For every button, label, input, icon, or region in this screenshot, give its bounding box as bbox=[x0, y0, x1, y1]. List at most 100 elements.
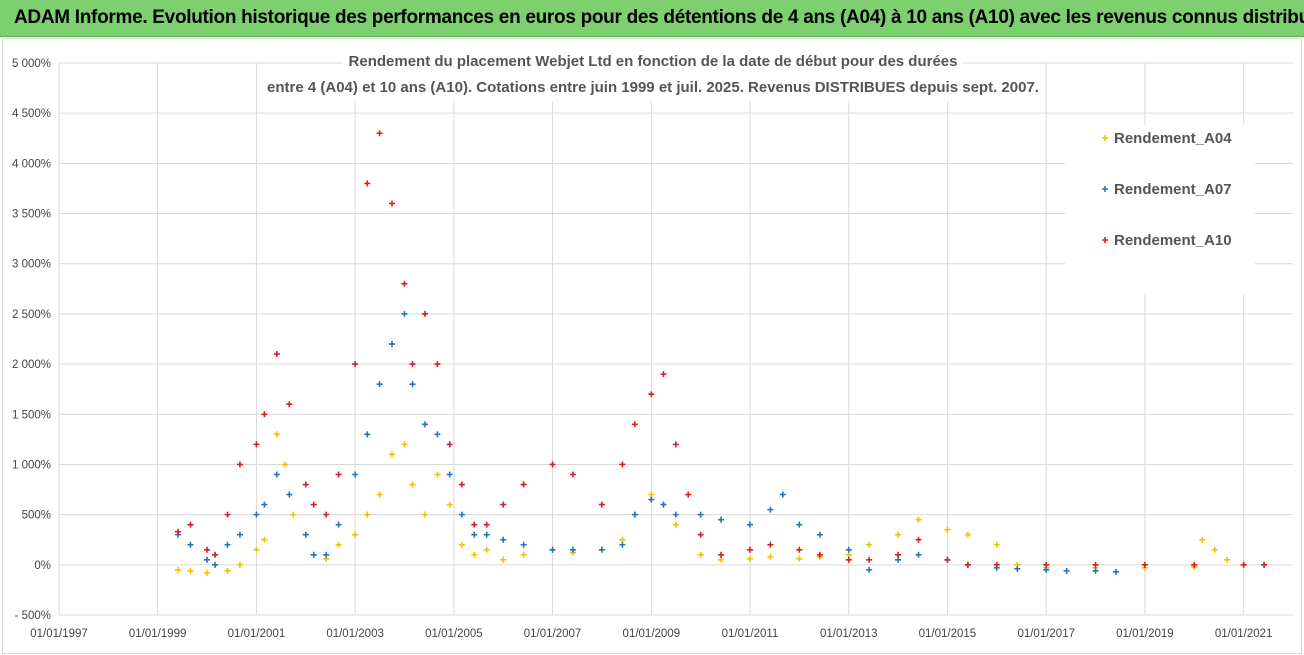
x-tick-label: 01/01/2003 bbox=[326, 628, 384, 640]
data-point bbox=[767, 553, 774, 560]
data-point bbox=[376, 381, 383, 388]
data-point bbox=[866, 566, 873, 573]
data-point bbox=[471, 551, 478, 558]
data-point bbox=[549, 461, 556, 468]
data-point bbox=[767, 541, 774, 548]
data-point bbox=[993, 541, 1000, 548]
data-point bbox=[253, 511, 260, 518]
data-point bbox=[434, 431, 441, 438]
banner-title: ADAM Informe. Evolution historique des p… bbox=[14, 7, 1304, 28]
data-point bbox=[718, 556, 725, 563]
data-point bbox=[520, 541, 527, 548]
data-point bbox=[1141, 561, 1148, 568]
y-tick-label: 5 000% bbox=[12, 58, 51, 70]
legend-background bbox=[1065, 125, 1255, 295]
data-point bbox=[261, 501, 268, 508]
data-point bbox=[500, 556, 507, 563]
title-background bbox=[343, 45, 963, 101]
data-point bbox=[364, 431, 371, 438]
x-tick-label: 01/01/2019 bbox=[1116, 628, 1174, 640]
data-point bbox=[224, 567, 231, 574]
data-point bbox=[944, 556, 951, 563]
data-point bbox=[631, 421, 638, 428]
data-point bbox=[619, 461, 626, 468]
data-point bbox=[598, 501, 605, 508]
data-point bbox=[401, 441, 408, 448]
data-point bbox=[286, 401, 293, 408]
y-tick-label: 2 000% bbox=[12, 359, 51, 371]
data-point bbox=[964, 561, 971, 568]
data-point bbox=[310, 551, 317, 558]
data-point bbox=[224, 541, 231, 548]
legend-item: Rendement_A10 bbox=[1102, 232, 1232, 249]
data-point bbox=[569, 546, 576, 553]
legend-item: Rendement_A07 bbox=[1102, 181, 1232, 198]
data-point bbox=[212, 561, 219, 568]
data-point bbox=[471, 521, 478, 528]
data-point bbox=[660, 501, 667, 508]
data-point bbox=[697, 531, 704, 538]
data-point bbox=[273, 431, 280, 438]
data-point bbox=[598, 546, 605, 553]
data-point bbox=[1261, 561, 1268, 568]
data-point bbox=[520, 551, 527, 558]
data-point bbox=[1092, 561, 1099, 568]
data-point bbox=[746, 546, 753, 553]
data-point bbox=[993, 561, 1000, 568]
x-tick-label: 01/01/2011 bbox=[722, 628, 779, 640]
x-tick-label: 01/01/2005 bbox=[425, 628, 483, 640]
data-point bbox=[409, 381, 416, 388]
data-point bbox=[290, 511, 297, 518]
data-point bbox=[175, 528, 182, 535]
data-point bbox=[323, 511, 330, 518]
chart-title: Rendement du placement Webjet Ltd en fon… bbox=[349, 53, 958, 70]
data-point bbox=[409, 361, 416, 368]
data-point bbox=[421, 511, 428, 518]
data-point bbox=[458, 511, 465, 518]
data-point bbox=[672, 441, 679, 448]
x-tick-label: 01/01/2013 bbox=[820, 628, 878, 640]
data-point bbox=[212, 551, 219, 558]
data-point bbox=[335, 471, 342, 478]
data-point bbox=[388, 200, 395, 207]
data-point bbox=[261, 536, 268, 543]
data-point bbox=[1092, 567, 1099, 574]
data-point bbox=[520, 481, 527, 488]
series-rendement_a10 bbox=[175, 130, 1268, 568]
data-point bbox=[421, 310, 428, 317]
data-point bbox=[483, 546, 490, 553]
chart-frame: - 500% 0% 500% 1 000% 1 500% 2 000% 2 500% 3 00… bbox=[2, 38, 1302, 654]
data-point bbox=[915, 516, 922, 523]
data-point bbox=[672, 521, 679, 528]
data-point bbox=[236, 531, 243, 538]
data-point bbox=[409, 481, 416, 488]
data-point bbox=[697, 551, 704, 558]
data-point bbox=[187, 521, 194, 528]
data-point bbox=[845, 551, 852, 558]
legend-marker bbox=[1102, 135, 1108, 141]
data-point bbox=[1240, 561, 1247, 568]
data-point bbox=[915, 536, 922, 543]
data-point bbox=[187, 567, 194, 574]
data-point bbox=[915, 551, 922, 558]
data-point bbox=[866, 556, 873, 563]
data-point bbox=[866, 541, 873, 548]
x-tick-label: 01/01/2007 bbox=[524, 628, 582, 640]
data-point bbox=[1043, 561, 1050, 568]
data-point bbox=[746, 555, 753, 562]
x-tick-label: 01/01/2021 bbox=[1215, 628, 1273, 640]
x-tick-label: 01/01/1999 bbox=[129, 628, 187, 640]
data-point bbox=[335, 521, 342, 528]
data-point bbox=[895, 551, 902, 558]
data-point bbox=[549, 546, 556, 553]
data-point bbox=[302, 481, 309, 488]
legend-label: Rendement_A07 bbox=[1114, 181, 1232, 198]
data-point bbox=[236, 561, 243, 568]
data-point bbox=[273, 471, 280, 478]
data-point bbox=[569, 471, 576, 478]
y-tick-label: - 500% bbox=[15, 610, 51, 622]
data-point bbox=[895, 556, 902, 563]
data-point bbox=[500, 536, 507, 543]
y-tick-label: 500% bbox=[22, 510, 51, 522]
data-point bbox=[1199, 536, 1206, 543]
